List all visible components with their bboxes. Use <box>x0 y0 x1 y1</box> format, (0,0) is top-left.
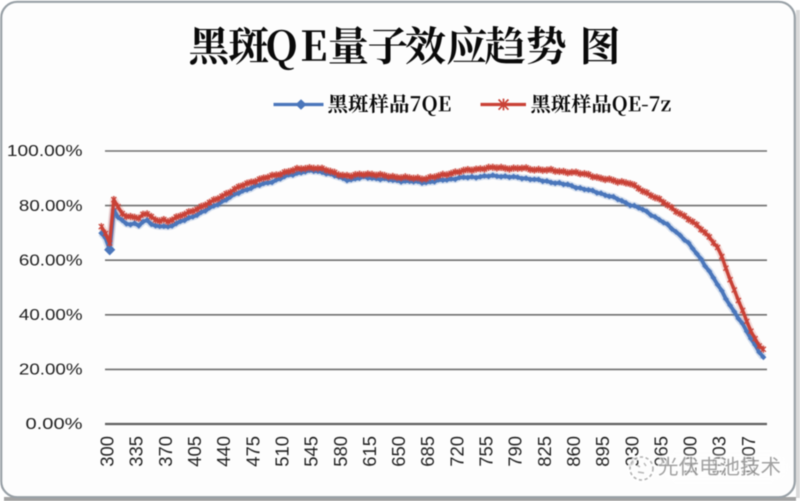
svg-text:685: 685 <box>417 436 438 467</box>
svg-text:755: 755 <box>476 436 497 467</box>
svg-text:510: 510 <box>272 436 293 467</box>
svg-text:720: 720 <box>446 436 467 467</box>
svg-text:580: 580 <box>330 436 351 467</box>
svg-text:370: 370 <box>155 436 176 467</box>
svg-text:335: 335 <box>126 436 147 467</box>
svg-text:650: 650 <box>388 436 409 467</box>
svg-text:790: 790 <box>505 436 526 467</box>
svg-text:825: 825 <box>534 436 555 467</box>
svg-text:615: 615 <box>359 436 380 467</box>
svg-text:80.00%: 80.00% <box>19 198 83 215</box>
svg-text:475: 475 <box>242 436 263 467</box>
svg-text:405: 405 <box>184 436 205 467</box>
svg-text:100.00%: 100.00% <box>7 143 83 160</box>
svg-text:0.00%: 0.00% <box>26 416 83 433</box>
svg-text:60.00%: 60.00% <box>19 252 83 269</box>
svg-text:300: 300 <box>97 436 118 467</box>
svg-text:860: 860 <box>563 436 584 467</box>
svg-text:895: 895 <box>592 436 613 467</box>
svg-text:20.00%: 20.00% <box>19 362 83 379</box>
svg-text:40.00%: 40.00% <box>19 307 83 324</box>
svg-text:440: 440 <box>213 436 234 467</box>
svg-text:545: 545 <box>301 436 322 467</box>
